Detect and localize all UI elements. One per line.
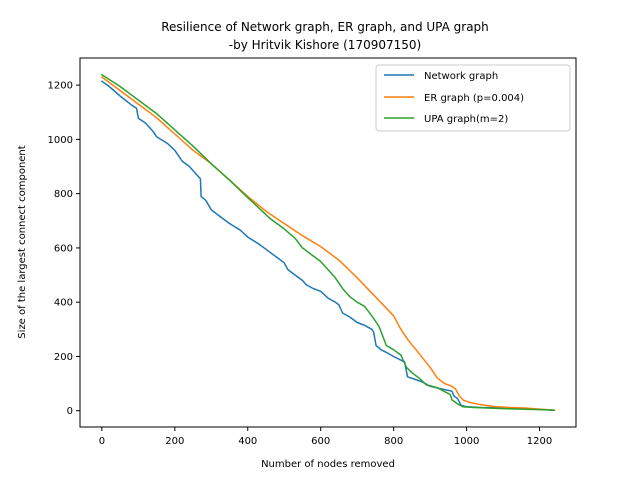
series-line-er-graph: [100, 75, 555, 412]
axes-frame: [79, 57, 577, 428]
x-tick-label: 1000: [454, 436, 479, 447]
y-tick-label: 1000: [48, 135, 73, 146]
y-tick-label: 200: [54, 352, 73, 363]
x-tick-label: 600: [311, 436, 330, 447]
y-tick-label: 1200: [48, 81, 73, 92]
y-axis-label: Size of the largest connect component: [17, 145, 28, 338]
legend-label-er: ER graph (p=0.004): [424, 93, 524, 104]
legend-label-network: Network graph: [424, 71, 498, 82]
y-tick-label: 800: [54, 189, 73, 200]
legend-box: [375, 64, 571, 132]
series-line-upa-graph: [100, 73, 555, 411]
plot-area: 0 200 400 600 800 1000 1200 0 200 400 600 800 1000 12…: [48, 73, 555, 447]
x-tick-label: 0: [99, 436, 105, 447]
legend-label-upa: UPA graph(m=2): [424, 114, 508, 125]
chart-title-line1: Resilience of Network graph, ER graph, a…: [161, 20, 489, 34]
y-tick-label: 400: [54, 298, 73, 309]
x-tick-label: 400: [238, 436, 257, 447]
x-axis-label: Number of nodes removed: [261, 459, 395, 470]
x-tick-label: 200: [165, 436, 184, 447]
y-tick-label: 600: [54, 243, 73, 254]
y-tick-label: 0: [67, 406, 73, 417]
x-tick-label: 1200: [527, 436, 552, 447]
x-tick-label: 800: [384, 436, 403, 447]
chart-title-line2: -by Hritvik Kishore (170907150): [229, 38, 421, 52]
legend: Network graph ER graph (p=0.004) UPA gra…: [375, 64, 571, 132]
